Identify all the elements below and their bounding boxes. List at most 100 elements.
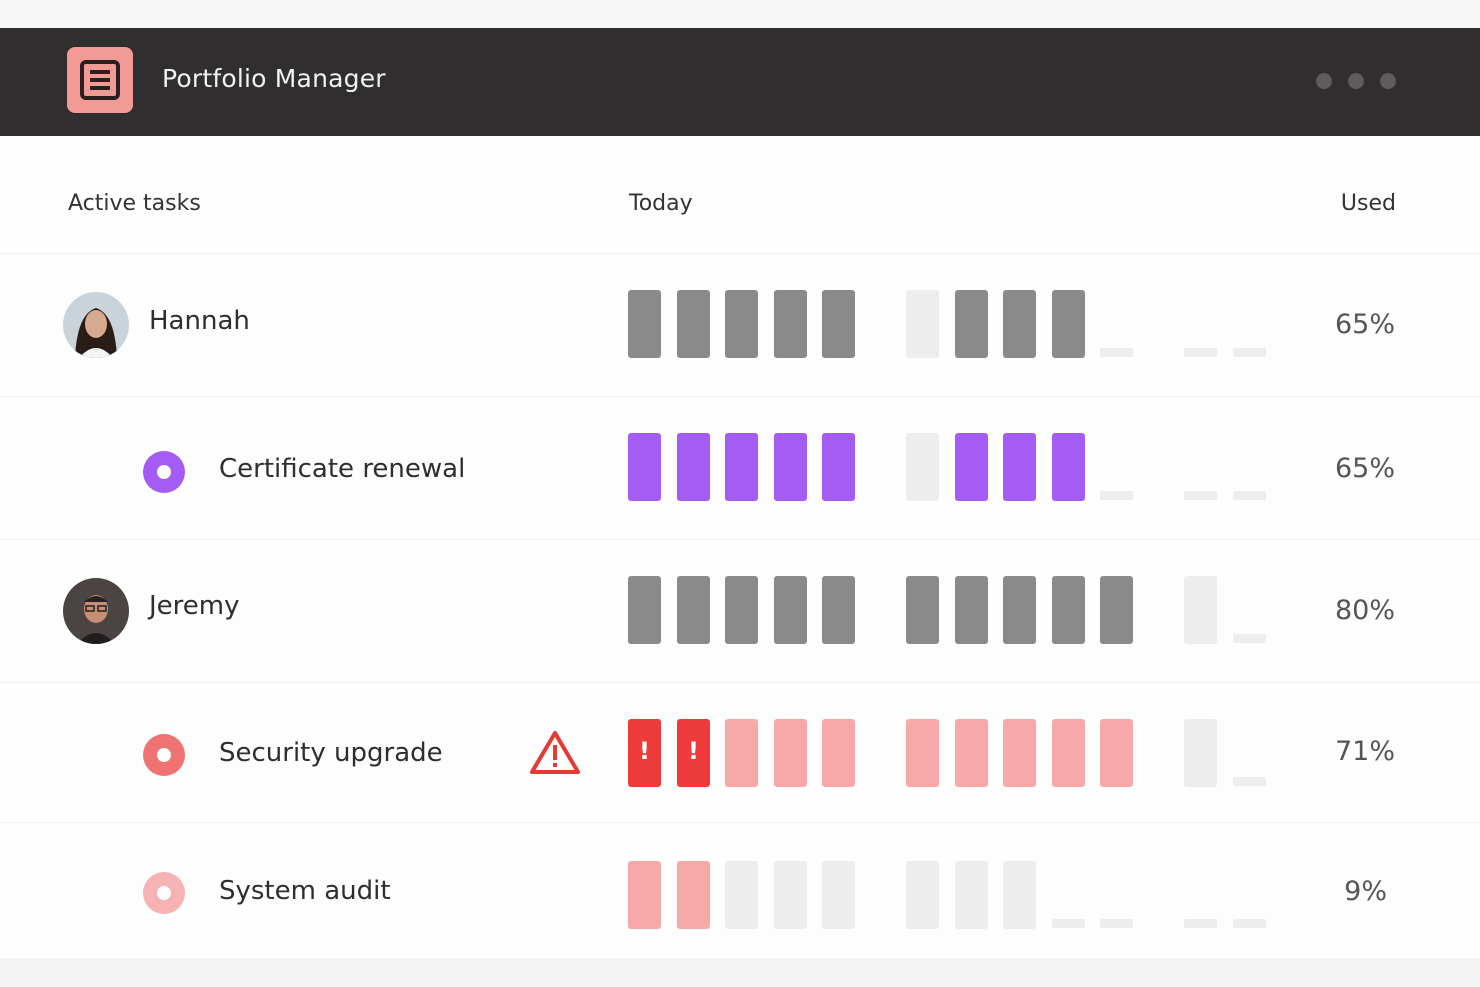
usage-bar [822, 433, 855, 501]
usage-bar [955, 290, 988, 358]
app-logo-icon[interactable] [67, 47, 133, 113]
usage-bar-empty [1184, 719, 1217, 787]
usage-slot-empty [1100, 491, 1133, 500]
usage-bar-empty [1003, 861, 1036, 929]
task-status-dot-icon [143, 734, 185, 776]
usage-slot-empty [1233, 491, 1266, 500]
header-used: Used [1340, 191, 1396, 216]
usage-bar [725, 576, 758, 644]
usage-slot-empty [1184, 491, 1217, 500]
usage-slot-empty [1184, 919, 1217, 928]
usage-bar [955, 576, 988, 644]
window-top-strip [0, 0, 1480, 28]
avatar-hannah[interactable] [63, 292, 129, 358]
used-percent: 80% [1334, 595, 1395, 626]
today-bars-certificate-renewal [628, 433, 1268, 503]
usage-bar [1003, 290, 1036, 358]
usage-bar [1052, 576, 1085, 644]
usage-bar-alert: ! [628, 719, 661, 787]
usage-slot-empty [1233, 634, 1266, 643]
window-menu-dots[interactable] [1316, 73, 1396, 89]
usage-bar [955, 433, 988, 501]
usage-bar [628, 576, 661, 644]
usage-bar [774, 433, 807, 501]
avatar-jeremy[interactable] [63, 578, 129, 644]
person-name: Hannah [149, 306, 250, 336]
title-bar: Portfolio Manager [0, 28, 1480, 136]
today-bars-hannah [628, 290, 1268, 360]
usage-bar [1100, 719, 1133, 787]
usage-bar [628, 290, 661, 358]
used-percent: 9% [1344, 876, 1387, 907]
usage-bar [725, 433, 758, 501]
table-row-jeremy[interactable]: Jeremy 80% [0, 539, 1480, 683]
usage-slot-empty [1233, 777, 1266, 786]
usage-slot-empty [1100, 919, 1133, 928]
table-row-hannah[interactable]: Hannah 65% [0, 253, 1480, 397]
used-percent: 71% [1334, 736, 1395, 767]
usage-bar [822, 290, 855, 358]
usage-bar-empty [906, 433, 939, 501]
usage-bar-empty [1184, 576, 1217, 644]
usage-slot-empty [1100, 348, 1133, 357]
dot-icon [1316, 73, 1332, 89]
tasks-panel: Active tasks Today Used Hannah [0, 136, 1480, 958]
usage-slot-empty [1052, 919, 1085, 928]
usage-bar [677, 290, 710, 358]
usage-bar [774, 576, 807, 644]
task-name: Security upgrade [219, 738, 443, 768]
today-bars-jeremy [628, 576, 1268, 646]
usage-bar [677, 576, 710, 644]
task-status-dot-icon [143, 451, 185, 493]
usage-bar [677, 861, 710, 929]
usage-bar [1003, 719, 1036, 787]
usage-bar [1100, 576, 1133, 644]
usage-bar [1052, 290, 1085, 358]
usage-bar [725, 290, 758, 358]
usage-bar [822, 719, 855, 787]
warning-triangle-icon[interactable] [529, 729, 581, 779]
usage-bar-empty [725, 861, 758, 929]
usage-bar-empty [906, 861, 939, 929]
task-name: Certificate renewal [219, 454, 466, 484]
usage-bar [725, 719, 758, 787]
usage-slot-empty [1184, 348, 1217, 357]
usage-bar-empty [774, 861, 807, 929]
person-name: Jeremy [149, 591, 240, 621]
usage-bar [906, 719, 939, 787]
today-bars-security-upgrade: ! ! [628, 719, 1268, 789]
usage-bar [1052, 433, 1085, 501]
used-percent: 65% [1334, 309, 1395, 340]
app-title: Portfolio Manager [162, 64, 386, 93]
alert-mark: ! [688, 737, 699, 765]
usage-bar [1052, 719, 1085, 787]
table-row-security-upgrade[interactable]: Security upgrade ! ! [0, 682, 1480, 823]
usage-bar-empty [822, 861, 855, 929]
usage-bar [1003, 433, 1036, 501]
usage-slot-empty [1233, 348, 1266, 357]
dot-icon [1380, 73, 1396, 89]
used-percent: 65% [1334, 453, 1395, 484]
usage-bar [774, 719, 807, 787]
usage-bar [1003, 576, 1036, 644]
window-bottom-strip [0, 958, 1480, 987]
header-today: Today [629, 191, 693, 216]
usage-bar [628, 433, 661, 501]
today-bars-system-audit [628, 861, 1268, 931]
usage-bar [822, 576, 855, 644]
usage-bar-empty [906, 290, 939, 358]
table-row-certificate-renewal[interactable]: Certificate renewal 65% [0, 396, 1480, 540]
usage-bar-alert: ! [677, 719, 710, 787]
header-active-tasks: Active tasks [68, 191, 201, 216]
usage-bar [906, 576, 939, 644]
usage-bar-empty [955, 861, 988, 929]
table-row-system-audit[interactable]: System audit 9% [0, 822, 1480, 959]
task-status-dot-icon [143, 872, 185, 914]
usage-bar [955, 719, 988, 787]
task-name: System audit [219, 876, 391, 906]
usage-bar [774, 290, 807, 358]
usage-bar [677, 433, 710, 501]
alert-mark: ! [639, 737, 650, 765]
dot-icon [1348, 73, 1364, 89]
usage-bar [628, 861, 661, 929]
